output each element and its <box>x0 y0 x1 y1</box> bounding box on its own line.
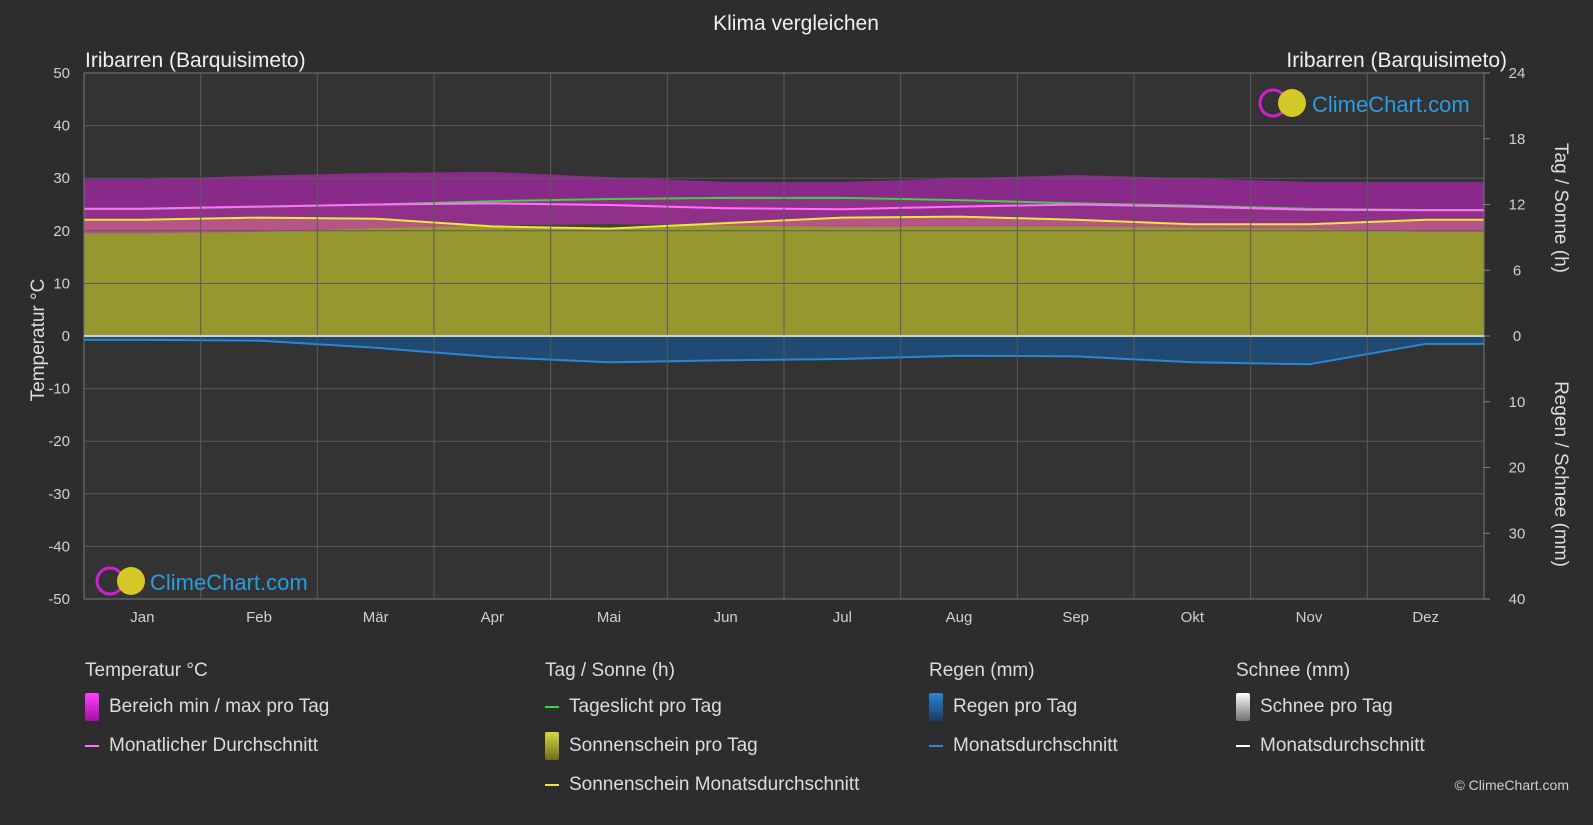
legend-rain: Regen (mm) Regen pro Tag Monatsdurchschn… <box>929 660 1118 774</box>
axes: 50 40 30 20 10 0 -10 -20 -30 -40 -50 24 18 12 6 0 10 20 30… <box>48 65 1525 626</box>
copyright: © ClimeChart.com <box>1454 777 1569 793</box>
x-tick-label: Apr <box>481 609 504 626</box>
snow-swatch <box>1236 693 1250 721</box>
chart-title: Klima vergleichen <box>713 12 879 35</box>
y-left-tick-label: 0 <box>62 328 70 345</box>
x-tick-label: Okt <box>1181 609 1205 626</box>
daylight-swatch <box>545 706 559 708</box>
legend-heading: Regen (mm) <box>929 660 1035 681</box>
x-tick-label: Jul <box>833 609 852 626</box>
legend-heading: Temperatur °C <box>85 660 208 681</box>
y-right-top-tick-label: 12 <box>1509 197 1526 214</box>
brand-logo-bottom[interactable]: ClimeChart.com <box>95 566 308 596</box>
rain-avg-swatch <box>929 745 943 747</box>
location-right: Iribarren (Barquisimeto) <box>1286 49 1507 72</box>
y-left-tick-label: 30 <box>53 170 70 187</box>
range-swatch <box>85 693 99 721</box>
legend-snow: Schnee (mm) Schnee pro Tag Monatsdurchsc… <box>1236 660 1425 774</box>
rain-swatch <box>929 693 943 721</box>
x-tick-label: Mär <box>363 609 389 626</box>
y-right-top-tick-label: 6 <box>1513 262 1521 279</box>
legend-item-rain: Regen pro Tag <box>929 693 1118 721</box>
y-right-bottom-label: Regen / Schnee (mm) <box>1550 381 1571 567</box>
legend-item-temp-avg: Monatlicher Durchschnitt <box>85 735 329 757</box>
y-left-tick-label: -50 <box>48 591 70 608</box>
legend-temperature: Temperatur °C Bereich min / max pro Tag … <box>85 660 329 774</box>
x-tick-label: Dez <box>1412 609 1439 626</box>
x-tick-label: Jan <box>130 609 154 626</box>
x-tick-label: Aug <box>946 609 973 626</box>
y-left-tick-label: 50 <box>53 65 70 82</box>
y-left-tick-label: 10 <box>53 275 70 292</box>
brand-logo-top[interactable]: ClimeChart.com <box>1258 88 1470 118</box>
x-tick-label: Mai <box>597 609 621 626</box>
sunshine-swatch <box>545 732 559 760</box>
legend-item-sunshine: Sonnenschein pro Tag <box>545 732 859 760</box>
y-right-bottom-tick-label: 40 <box>1509 591 1526 608</box>
y-left-tick-label: -30 <box>48 486 70 503</box>
legend-item-daylight: Tageslicht pro Tag <box>545 696 859 718</box>
y-right-top-tick-label: 24 <box>1509 65 1526 82</box>
legend-item-range: Bereich min / max pro Tag <box>85 693 329 721</box>
y-right-bottom-tick-label: 10 <box>1509 394 1526 411</box>
sunshine-avg-swatch <box>545 784 559 786</box>
x-tick-label: Nov <box>1296 609 1323 626</box>
x-tick-label: Feb <box>246 609 272 626</box>
temp-avg-swatch <box>85 745 99 747</box>
legend-heading: Schnee (mm) <box>1236 660 1351 681</box>
y-right-bottom-tick-label: 20 <box>1509 460 1526 477</box>
y-right-top-label: Tag / Sonne (h) <box>1550 143 1571 273</box>
legend-item-snow: Schnee pro Tag <box>1236 693 1425 721</box>
brand-logo-text: ClimeChart.com <box>150 570 308 595</box>
y-left-tick-label: -40 <box>48 538 70 555</box>
y-left-tick-label: -10 <box>48 381 70 398</box>
x-tick-label: Jun <box>714 609 738 626</box>
location-left: Iribarren (Barquisimeto) <box>85 49 306 72</box>
y-left-tick-label: -20 <box>48 433 70 450</box>
snow-avg-swatch <box>1236 745 1250 747</box>
legend-item-rain-avg: Monatsdurchschnitt <box>929 735 1118 757</box>
legend-item-sunshine-avg: Sonnenschein Monatsdurchschnitt <box>545 774 859 796</box>
y-left-tick-label: 20 <box>53 223 70 240</box>
y-right-top-tick-label: 18 <box>1509 131 1526 148</box>
legend-heading: Tag / Sonne (h) <box>545 660 675 681</box>
brand-logo-text: ClimeChart.com <box>1312 92 1470 117</box>
y-left-tick-label: 40 <box>53 118 70 135</box>
x-tick-label: Sep <box>1062 609 1089 626</box>
legend-item-snow-avg: Monatsdurchschnitt <box>1236 735 1425 757</box>
legend-sun: Tag / Sonne (h) Tageslicht pro Tag Sonne… <box>545 660 859 813</box>
y-right-bottom-tick-label: 30 <box>1509 525 1526 542</box>
y-right-top-tick-label: 0 <box>1513 328 1521 345</box>
y-left-label: Temperatur °C <box>28 279 49 402</box>
